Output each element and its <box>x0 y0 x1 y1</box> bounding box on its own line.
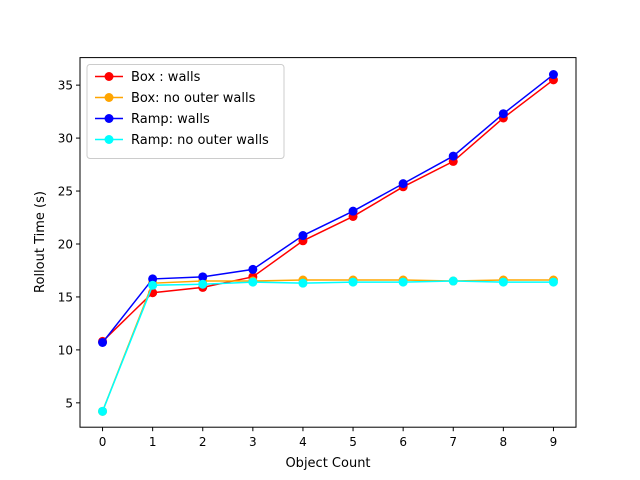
axes-frame <box>79 57 577 428</box>
x-axis-label: Object Count <box>285 456 370 471</box>
y-tick-label: 30 <box>58 132 73 146</box>
data-point <box>548 70 558 80</box>
data-point <box>248 264 258 274</box>
data-point <box>98 406 108 416</box>
data-point <box>448 151 458 161</box>
y-tick-label: 15 <box>58 290 73 304</box>
series-2 <box>98 70 558 347</box>
legend-label: Box : walls <box>131 70 201 85</box>
x-tick-label: 6 <box>399 435 407 449</box>
data-point <box>548 277 558 287</box>
legend-entry: Box : walls <box>95 70 201 85</box>
data-point <box>148 274 158 284</box>
data-point <box>398 179 408 189</box>
legend: Box : walls Box: no outer walls Ramp: wall… <box>86 64 285 159</box>
legend-marker <box>104 114 114 123</box>
y-axis-label: Rollout Time (s) <box>33 191 48 293</box>
legend-entry: Ramp: walls <box>95 112 210 127</box>
legend-marker <box>104 93 114 102</box>
y-tick-label: 10 <box>58 343 73 357</box>
x-tick-label: 2 <box>199 435 207 449</box>
legend-label: Ramp: no outer walls <box>131 133 269 148</box>
y-tick-label: 5 <box>65 396 73 410</box>
y-tick-label: 25 <box>58 185 73 199</box>
data-point <box>148 280 158 290</box>
data-point <box>298 231 308 241</box>
data-point <box>198 279 208 289</box>
series-3 <box>98 276 558 416</box>
x-tick-label: 0 <box>99 435 107 449</box>
data-point <box>398 277 408 287</box>
x-tick-label: 5 <box>349 435 357 449</box>
x-tick-label: 1 <box>149 435 157 449</box>
series-line <box>101 73 554 343</box>
x-tick-label: 8 <box>500 435 508 449</box>
data-point <box>198 272 208 282</box>
x-tick-label: 9 <box>550 435 558 449</box>
x-tick-label: 4 <box>299 435 307 449</box>
data-point <box>298 278 308 288</box>
data-point <box>348 277 358 287</box>
legend-marker <box>104 72 114 81</box>
data-point <box>348 206 358 216</box>
data-point <box>248 277 258 287</box>
y-tick-label: 20 <box>58 237 73 251</box>
data-point <box>98 337 108 347</box>
data-point <box>498 277 508 287</box>
legend-label: Box: no outer walls <box>131 91 256 106</box>
y-tick-label: 35 <box>58 79 73 93</box>
legend-entry: Box: no outer walls <box>95 91 256 106</box>
legend-entry: Ramp: no outer walls <box>95 133 269 148</box>
y-axis-ticks: 5 10 15 20 25 30 35 <box>58 79 80 410</box>
series-line <box>101 279 554 412</box>
x-tick-label: 7 <box>449 435 457 449</box>
legend-marker <box>104 135 114 144</box>
data-point <box>498 109 508 119</box>
legend-label: Ramp: walls <box>131 112 210 127</box>
legend-box <box>86 64 285 159</box>
x-axis-ticks: 0 1 2 3 4 5 6 7 8 9 <box>99 427 558 449</box>
plot-lines <box>98 70 558 416</box>
series-line <box>102 79 554 342</box>
data-point <box>448 276 458 286</box>
series-line <box>101 280 554 412</box>
series-1 <box>98 275 558 416</box>
x-tick-label: 3 <box>249 435 257 449</box>
